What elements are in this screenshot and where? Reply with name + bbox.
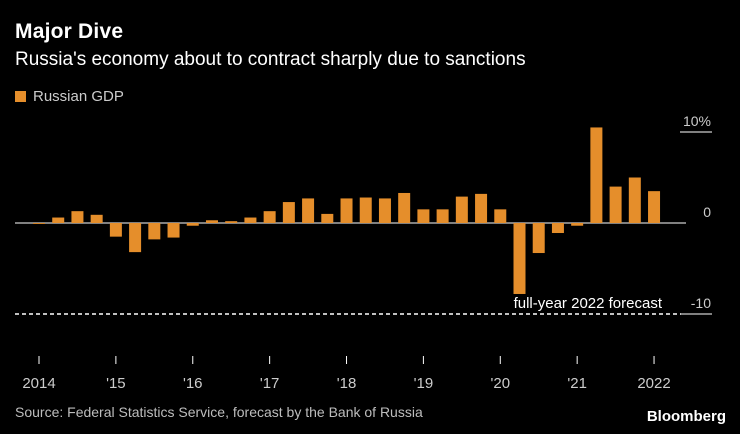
gdp-bar <box>71 211 84 223</box>
gdp-bar <box>359 197 372 223</box>
x-tick-label: '16 <box>183 375 203 392</box>
gdp-bar <box>398 192 411 223</box>
x-tick-label: '18 <box>337 375 357 392</box>
gdp-bar <box>436 209 449 223</box>
gdp-bar <box>186 223 199 226</box>
x-tick-label: '17 <box>260 375 280 392</box>
gdp-bar <box>513 223 526 294</box>
x-tick-label: 2014 <box>22 375 55 392</box>
gdp-bar <box>609 186 622 223</box>
gdp-bar <box>282 202 295 223</box>
gdp-bar <box>129 223 142 253</box>
chart-subtitle: Russia's economy about to contract sharp… <box>15 49 526 70</box>
gdp-bar <box>167 223 180 238</box>
gdp-bar <box>340 198 353 223</box>
gdp-bar <box>90 214 103 223</box>
x-tick-label: '20 <box>490 375 510 392</box>
gdp-bar <box>109 223 122 237</box>
gdp-bar <box>590 127 603 223</box>
gdp-bar <box>378 198 391 223</box>
gdp-bar <box>302 198 315 223</box>
chart-title: Major Dive <box>15 20 124 43</box>
gdp-bar <box>628 177 641 223</box>
gdp-bar <box>244 217 257 223</box>
gdp-bar <box>475 193 488 223</box>
gdp-bar <box>571 223 584 226</box>
gdp-bar <box>148 223 161 240</box>
gdp-bar <box>205 220 218 223</box>
gdp-bar <box>263 211 276 223</box>
gdp-bar <box>455 196 468 223</box>
y-tick-label: 0 <box>703 204 711 220</box>
gdp-bar <box>648 191 661 223</box>
gdp-bar <box>417 209 430 223</box>
gdp-bar <box>532 223 545 254</box>
x-tick-label: 2022 <box>637 375 670 392</box>
source-note: Source: Federal Statistics Service, fore… <box>15 404 423 420</box>
bloomberg-logo: Bloomberg <box>646 408 726 425</box>
y-tick-label: -10 <box>691 295 711 311</box>
legend: Russian GDP <box>15 88 124 105</box>
y-tick-label: 10% <box>683 113 711 129</box>
forecast-annotation: full-year 2022 forecast <box>514 295 663 312</box>
gdp-bar <box>321 213 334 223</box>
gdp-bar <box>494 209 507 223</box>
legend-swatch <box>15 91 26 102</box>
x-tick-label: '15 <box>106 375 126 392</box>
x-tick-label: '19 <box>414 375 434 392</box>
legend-label: Russian GDP <box>33 88 124 105</box>
gdp-bar <box>225 221 238 223</box>
gdp-bar <box>52 217 65 223</box>
x-tick-label: '21 <box>567 375 587 392</box>
gdp-bar <box>33 223 45 224</box>
gdp-bar <box>551 223 564 234</box>
